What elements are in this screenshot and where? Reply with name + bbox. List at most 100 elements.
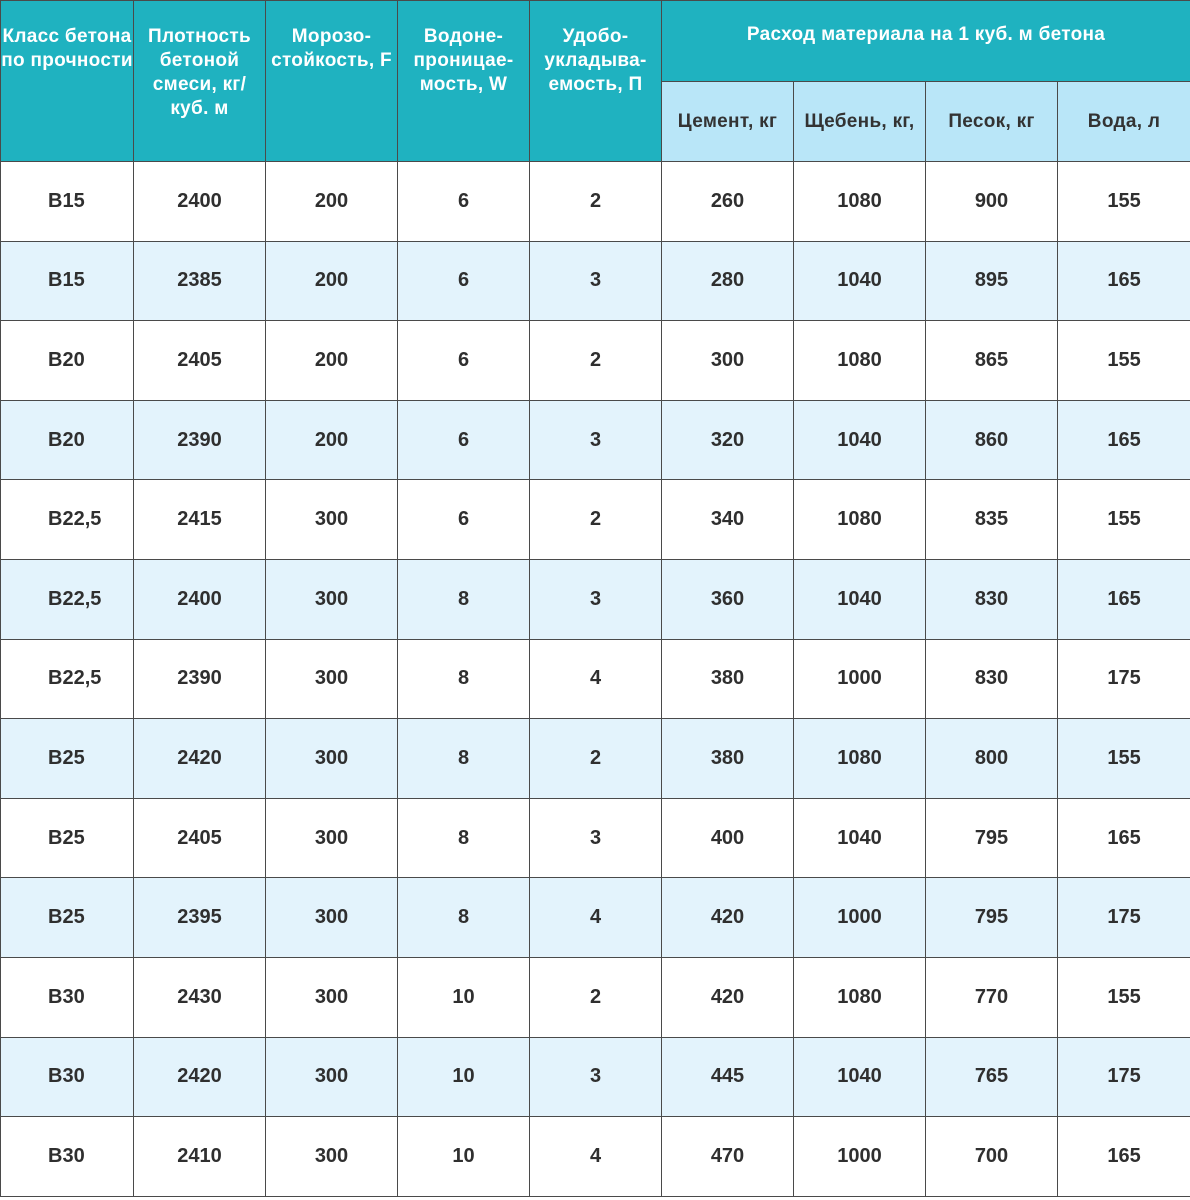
cell-workability: 3 [529, 558, 662, 640]
cell-sand: 795 [925, 877, 1058, 958]
cell-water-permeability: 6 [397, 161, 530, 242]
cell-water-permeability: 6 [397, 399, 530, 481]
header-gravel: Щебень, кг, [793, 81, 926, 162]
table-row: B25 2405 300 8 3 400 1040 795 165 [0, 797, 1190, 879]
table-row: B20 2390 200 6 3 320 1040 860 165 [0, 399, 1190, 481]
cell-class: B30 [0, 1116, 134, 1197]
cell-cement: 445 [661, 1036, 794, 1118]
cell-water-permeability: 8 [397, 558, 530, 640]
cell-sand: 865 [925, 320, 1058, 401]
cell-gravel: 1040 [793, 797, 926, 879]
cell-cement: 380 [661, 638, 794, 720]
cell-density: 2420 [133, 718, 266, 799]
cell-cement: 280 [661, 240, 794, 322]
cell-cement: 420 [661, 877, 794, 958]
cell-density: 2400 [133, 161, 266, 242]
cell-density: 2415 [133, 479, 266, 560]
cell-gravel: 1080 [793, 320, 926, 401]
table-body: B15 2400 200 6 2 260 1080 900 155 B15 2385 200 6 3 280… [0, 161, 1190, 1197]
cell-water-permeability: 8 [397, 638, 530, 720]
cell-class: B30 [0, 956, 134, 1038]
cell-workability: 4 [529, 638, 662, 720]
cell-sand: 860 [925, 399, 1058, 481]
cell-workability: 2 [529, 161, 662, 242]
cell-water: 155 [1056, 956, 1190, 1038]
cell-density: 2430 [133, 956, 266, 1038]
table-header: Класс бетона по прочности Плотность бето… [0, 0, 1190, 162]
header-water-permeability: Водоне-проницае-мость, W [397, 0, 530, 162]
cell-water: 155 [1056, 161, 1190, 242]
cell-water: 165 [1056, 240, 1190, 322]
cell-gravel: 1000 [793, 1116, 926, 1197]
cell-frost-resistance: 200 [265, 399, 398, 481]
cell-workability: 2 [529, 320, 662, 401]
cell-water: 175 [1056, 877, 1190, 958]
cell-workability: 3 [529, 240, 662, 322]
cell-frost-resistance: 300 [265, 956, 398, 1038]
cell-sand: 765 [925, 1036, 1058, 1118]
cell-gravel: 1040 [793, 558, 926, 640]
cell-workability: 2 [529, 479, 662, 560]
cell-sand: 830 [925, 558, 1058, 640]
cell-class: B20 [0, 399, 134, 481]
cell-water: 165 [1056, 558, 1190, 640]
cell-frost-resistance: 200 [265, 240, 398, 322]
cell-gravel: 1040 [793, 240, 926, 322]
table-row: B22,5 2400 300 8 3 360 1040 830 165 [0, 558, 1190, 640]
cell-water-permeability: 6 [397, 479, 530, 560]
cell-density: 2420 [133, 1036, 266, 1118]
cell-frost-resistance: 300 [265, 558, 398, 640]
cell-cement: 300 [661, 320, 794, 401]
cell-water: 155 [1056, 718, 1190, 799]
cell-cement: 470 [661, 1116, 794, 1197]
cell-class: B15 [0, 240, 134, 322]
cell-frost-resistance: 300 [265, 1036, 398, 1118]
cell-sand: 830 [925, 638, 1058, 720]
cell-class: B30 [0, 1036, 134, 1118]
table-row: B20 2405 200 6 2 300 1080 865 155 [0, 320, 1190, 401]
cell-water-permeability: 10 [397, 1036, 530, 1118]
cell-sand: 800 [925, 718, 1058, 799]
cell-workability: 3 [529, 399, 662, 481]
cell-class: B20 [0, 320, 134, 401]
cell-water: 155 [1056, 320, 1190, 401]
cell-frost-resistance: 300 [265, 638, 398, 720]
cell-class: B25 [0, 877, 134, 958]
table-row: B30 2420 300 10 3 445 1040 765 175 [0, 1036, 1190, 1118]
cell-water: 155 [1056, 479, 1190, 560]
cell-sand: 895 [925, 240, 1058, 322]
cell-cement: 420 [661, 956, 794, 1038]
cell-density: 2405 [133, 320, 266, 401]
cell-water: 175 [1056, 638, 1190, 720]
cell-workability: 3 [529, 1036, 662, 1118]
cell-water-permeability: 8 [397, 797, 530, 879]
table-row: B22,5 2415 300 6 2 340 1080 835 155 [0, 479, 1190, 560]
table-row: B15 2400 200 6 2 260 1080 900 155 [0, 161, 1190, 242]
cell-water-permeability: 8 [397, 877, 530, 958]
header-class: Класс бетона по прочности [0, 0, 134, 162]
cell-gravel: 1080 [793, 956, 926, 1038]
table-row: B15 2385 200 6 3 280 1040 895 165 [0, 240, 1190, 322]
cell-cement: 320 [661, 399, 794, 481]
cell-sand: 795 [925, 797, 1058, 879]
cell-water-permeability: 6 [397, 240, 530, 322]
header-workability: Удобо-укладыва-емость, П [529, 0, 662, 162]
cell-cement: 380 [661, 718, 794, 799]
cell-frost-resistance: 300 [265, 718, 398, 799]
cell-workability: 2 [529, 718, 662, 799]
cell-cement: 340 [661, 479, 794, 560]
cell-class: B22,5 [0, 479, 134, 560]
header-frost-resistance: Морозо-стойкость, F [265, 0, 398, 162]
cell-cement: 360 [661, 558, 794, 640]
cell-sand: 700 [925, 1116, 1058, 1197]
table-row: B25 2420 300 8 2 380 1080 800 155 [0, 718, 1190, 799]
cell-workability: 4 [529, 1116, 662, 1197]
cell-water: 165 [1056, 1116, 1190, 1197]
cell-frost-resistance: 200 [265, 320, 398, 401]
table-row: B25 2395 300 8 4 420 1000 795 175 [0, 877, 1190, 958]
cell-frost-resistance: 200 [265, 161, 398, 242]
cell-water: 175 [1056, 1036, 1190, 1118]
header-water: Вода, л [1056, 81, 1190, 162]
cell-class: B25 [0, 797, 134, 879]
